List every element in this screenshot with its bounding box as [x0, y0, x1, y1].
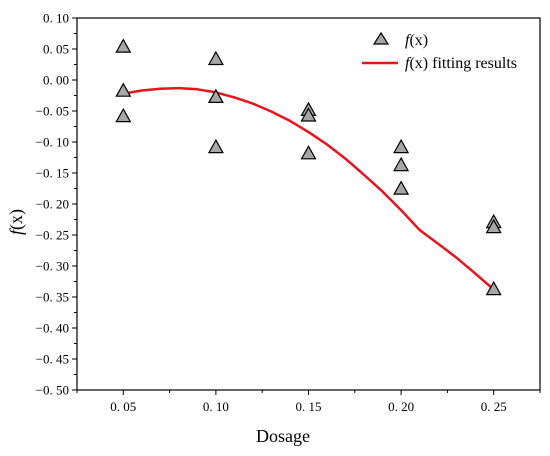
y-tick-label: −0. 15	[36, 166, 69, 181]
legend-line-label-var: (x)	[409, 55, 428, 72]
y-axis-title: f(x)	[6, 209, 27, 235]
y-axis-title-var: (x)	[6, 209, 27, 230]
x-axis-title: Dosage	[256, 426, 310, 446]
legend-scatter-label-f: f	[405, 32, 412, 49]
legend-scatter-label: f(x)	[405, 32, 428, 49]
y-tick-label: −0. 40	[36, 321, 69, 336]
data-point-triangle	[115, 82, 132, 97]
legend: f(x) f(x) fitting results	[362, 31, 517, 72]
data-point-triangle	[393, 138, 410, 154]
x-tick-label: 0. 10	[203, 399, 229, 414]
data-point-triangle	[485, 280, 502, 296]
y-tick-label: −0. 05	[36, 104, 69, 119]
y-axis-ticks: 0. 10 0. 05 0. 00 −0. 05 −0. 10 −0. 15 −0. 20 −…	[36, 11, 77, 398]
fit-line	[123, 86, 495, 291]
y-tick-label: −0. 20	[36, 197, 69, 212]
x-tick-label: 0. 25	[481, 399, 507, 414]
y-tick-label: 0. 00	[43, 73, 69, 88]
y-tick-label: −0. 25	[36, 228, 69, 243]
data-point-triangle	[207, 50, 224, 66]
data-point-triangle	[393, 180, 410, 195]
legend-line-label-suffix: fitting results	[428, 55, 517, 72]
data-point-triangle	[207, 138, 224, 154]
data-point-triangle	[115, 107, 132, 123]
y-tick-label: −0. 50	[36, 383, 69, 398]
x-tick-label: 0. 05	[110, 399, 136, 414]
y-tick-label: 0. 10	[43, 11, 69, 26]
y-tick-label: 0. 05	[43, 42, 69, 57]
plot-border	[76, 17, 541, 391]
fit-line-layer	[123, 86, 495, 291]
y-tick-label: −0. 30	[36, 259, 69, 274]
data-point-triangle	[300, 107, 317, 122]
x-tick-label: 0. 15	[296, 399, 322, 414]
data-point-triangle	[115, 38, 132, 53]
data-point-triangle	[207, 88, 224, 104]
data-point-triangle	[393, 156, 410, 172]
legend-line-label: f(x) fitting results	[405, 55, 517, 72]
y-axis-title-f: f	[6, 227, 26, 235]
y-tick-label: −0. 10	[36, 135, 69, 150]
legend-line-label-f: f	[405, 55, 412, 72]
y-tick-label: −0. 35	[36, 290, 69, 305]
x-axis-ticks: 0. 05 0. 10 0. 15 0. 20 0. 25	[76, 390, 541, 414]
y-tick-label: −0. 45	[36, 352, 69, 367]
marker-layer	[115, 38, 502, 296]
data-point-triangle	[485, 218, 502, 234]
legend-triangle-marker	[372, 31, 390, 45]
data-point-triangle	[300, 145, 317, 160]
legend-scatter-label-var: (x)	[409, 32, 428, 49]
x-tick-label: 0. 20	[388, 399, 414, 414]
plot-frame	[76, 17, 541, 391]
